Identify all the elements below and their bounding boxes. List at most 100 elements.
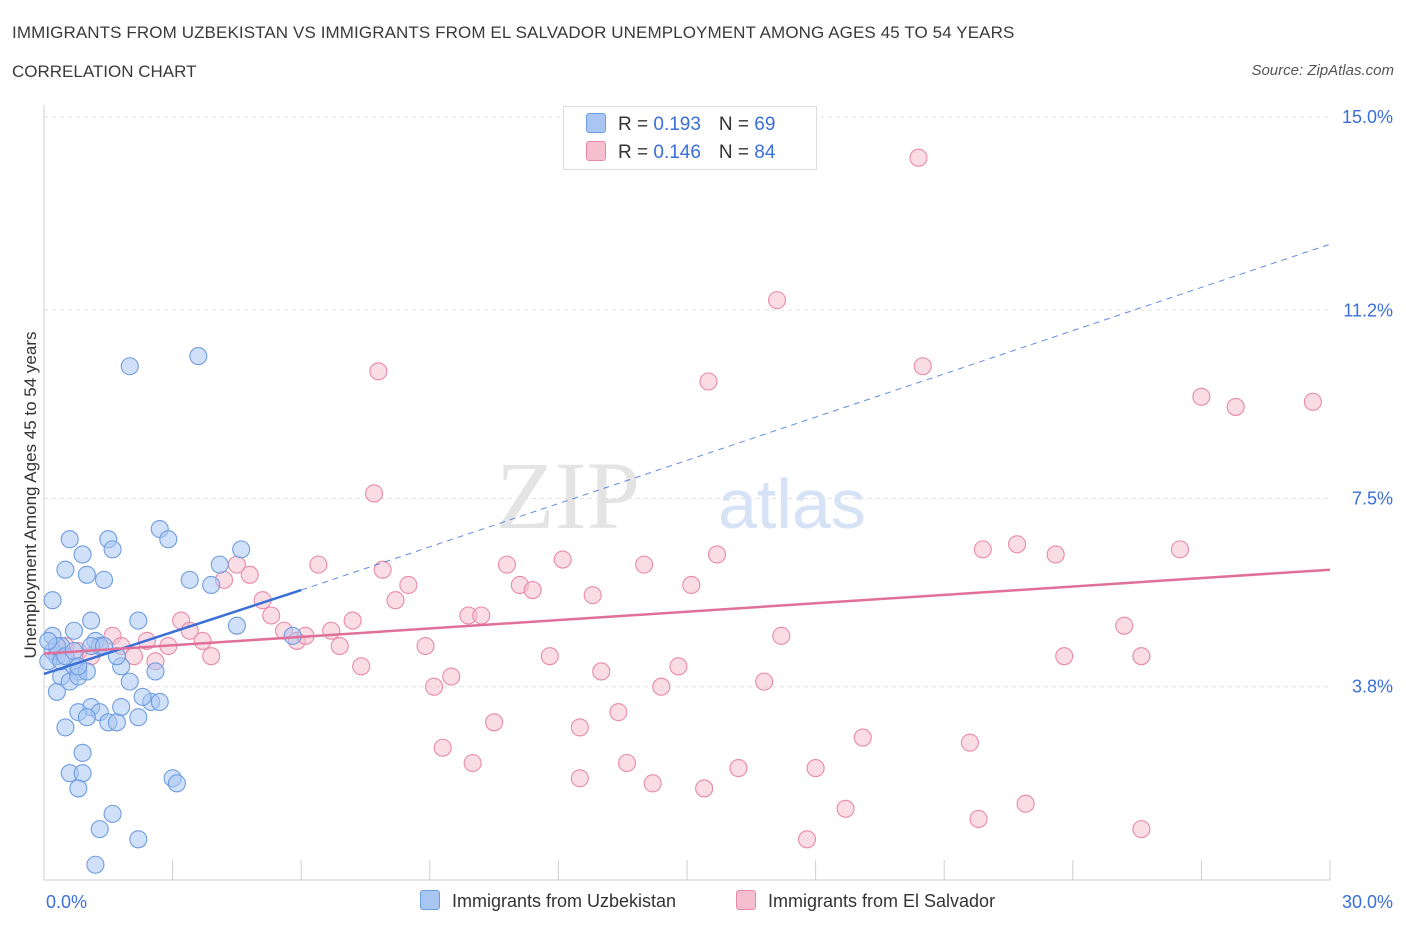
legend-row-el-salvador: R = 0.146 N = 84 bbox=[586, 141, 775, 164]
data-point bbox=[609, 703, 628, 722]
source-label: Source: ZipAtlas.com bbox=[1251, 62, 1394, 79]
data-point bbox=[202, 647, 221, 666]
data-point bbox=[617, 753, 637, 773]
data-point bbox=[592, 662, 611, 681]
data-point bbox=[343, 611, 362, 630]
y-tick-label: 11.2% bbox=[1343, 300, 1393, 320]
data-point bbox=[913, 357, 932, 376]
data-point bbox=[960, 733, 979, 752]
chart-subtitle: CORRELATION CHART bbox=[12, 62, 197, 81]
data-point bbox=[399, 575, 418, 595]
legend-n-label: N = bbox=[718, 114, 755, 135]
data-point bbox=[202, 575, 221, 595]
data-point bbox=[103, 540, 122, 559]
legend-n-label: N = bbox=[718, 142, 755, 163]
data-point bbox=[485, 713, 504, 732]
data-point bbox=[1192, 387, 1211, 406]
bottom-legend-uzbekistan: Immigrants from Uzbekistan bbox=[420, 890, 676, 912]
data-point bbox=[90, 820, 109, 839]
legend-row-uzbekistan: R = 0.193 N = 69 bbox=[586, 113, 775, 136]
chart-title: IMMIGRANTS FROM UZBEKISTAN VS IMMIGRANTS… bbox=[12, 23, 1015, 42]
trend-line-uzbekistan-extension bbox=[301, 243, 1331, 591]
data-point bbox=[969, 809, 988, 829]
axes bbox=[43, 105, 1331, 881]
data-point bbox=[77, 708, 96, 727]
data-point bbox=[635, 555, 654, 574]
bottom-legend-label: Immigrants from Uzbekistan bbox=[452, 891, 677, 911]
series-uzbekistan-points bbox=[39, 347, 302, 874]
data-point bbox=[193, 631, 212, 650]
data-point bbox=[56, 718, 75, 737]
legend-r-label: R = bbox=[618, 114, 654, 135]
data-point bbox=[442, 667, 461, 686]
data-point bbox=[386, 591, 405, 610]
data-point bbox=[146, 662, 165, 681]
watermark-atlas: atlas bbox=[718, 465, 866, 543]
legend-r-label: R = bbox=[618, 142, 654, 163]
legend-r-value: 0.146 bbox=[653, 142, 701, 163]
data-point bbox=[463, 753, 482, 773]
data-point bbox=[1055, 647, 1074, 666]
y-tick-label: 15.0% bbox=[1342, 107, 1393, 127]
data-point bbox=[643, 774, 662, 793]
data-point bbox=[669, 657, 688, 676]
legend-n-value: 69 bbox=[754, 114, 776, 135]
data-point bbox=[369, 362, 388, 381]
data-point bbox=[73, 545, 92, 564]
data-point bbox=[167, 774, 186, 793]
data-point bbox=[180, 570, 199, 589]
data-point bbox=[707, 545, 727, 564]
y-axis-label: Unemployment Among Ages 45 to 54 years bbox=[21, 332, 40, 659]
watermark: ZIP atlas bbox=[496, 442, 866, 549]
data-point bbox=[73, 764, 92, 783]
legend-swatch-blue bbox=[586, 113, 606, 133]
data-point bbox=[853, 728, 872, 747]
data-point bbox=[352, 657, 371, 676]
data-point bbox=[129, 708, 148, 727]
trend-line-uzbekistan bbox=[43, 588, 302, 676]
legend-swatch-pink bbox=[586, 141, 606, 161]
data-point bbox=[583, 586, 602, 605]
bottom-legend-el-salvador: Immigrants from El Salvador bbox=[736, 890, 995, 912]
data-point bbox=[755, 672, 774, 691]
data-point bbox=[570, 718, 589, 737]
data-point bbox=[60, 530, 79, 549]
data-point bbox=[497, 555, 517, 574]
data-point bbox=[1170, 540, 1190, 559]
data-point bbox=[836, 799, 855, 818]
data-point bbox=[472, 606, 491, 625]
data-point bbox=[73, 743, 92, 762]
data-point bbox=[129, 611, 148, 630]
data-point bbox=[159, 530, 178, 549]
data-point bbox=[1303, 392, 1322, 411]
data-point bbox=[909, 148, 928, 167]
watermark-zip: ZIP bbox=[496, 442, 640, 549]
data-point bbox=[540, 647, 559, 666]
data-point bbox=[64, 621, 84, 640]
data-point bbox=[1046, 545, 1065, 564]
data-point bbox=[416, 636, 435, 656]
data-point bbox=[1115, 616, 1134, 635]
data-point bbox=[232, 540, 251, 559]
data-point bbox=[82, 611, 101, 630]
data-point bbox=[1132, 820, 1151, 839]
data-point bbox=[120, 357, 139, 376]
data-point bbox=[77, 565, 96, 584]
trend-lines bbox=[43, 243, 1331, 676]
data-point bbox=[695, 779, 714, 798]
data-point bbox=[86, 855, 105, 874]
data-point bbox=[433, 738, 452, 757]
data-point bbox=[373, 560, 392, 579]
data-point bbox=[699, 372, 718, 391]
data-point bbox=[425, 677, 444, 696]
bottom-legend-label: Immigrants from El Salvador bbox=[768, 891, 996, 911]
gridlines bbox=[44, 116, 1330, 688]
data-point bbox=[129, 830, 148, 849]
data-point bbox=[973, 540, 992, 559]
stats-legend: R = 0.193 N = 69 R = 0.146 N = 84 bbox=[563, 106, 817, 170]
data-point bbox=[56, 560, 75, 579]
data-point bbox=[262, 606, 281, 625]
data-point bbox=[797, 830, 817, 849]
data-point bbox=[227, 616, 246, 635]
y-tick-label: 7.5% bbox=[1352, 489, 1393, 509]
